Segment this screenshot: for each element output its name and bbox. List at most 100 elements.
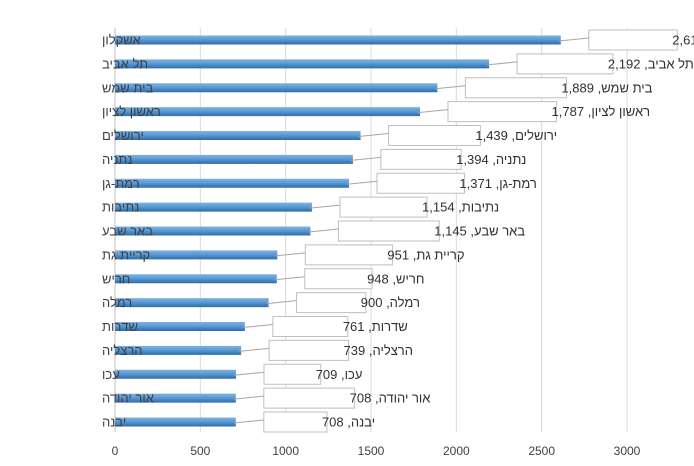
- data-label-text: עכו, 709: [316, 367, 363, 382]
- data-label: רמלה, 900: [266, 292, 420, 314]
- bar: [115, 369, 237, 379]
- bar: [115, 417, 236, 427]
- data-labels: אשקלון, 2,612 תל אביב, 2,192 בית שמש, 1,88…: [233, 29, 694, 433]
- leader-line: [309, 204, 340, 209]
- leader-line: [558, 37, 589, 42]
- data-label-text: אור יהודה, 708: [350, 391, 431, 406]
- category-label: קריית גת: [102, 247, 150, 262]
- data-label: ראשון לציון, 1,787: [417, 101, 651, 123]
- leader-line: [487, 61, 518, 66]
- x-tick-label: 1500: [358, 444, 385, 458]
- data-label-text: באר שבע, 1,145: [434, 224, 525, 239]
- bar: [115, 83, 438, 93]
- data-label: חריש, 948: [274, 268, 424, 290]
- data-label: עכו, 709: [233, 363, 363, 385]
- data-label-text: חריש, 948: [367, 271, 424, 286]
- category-label: בית שמש: [102, 80, 153, 95]
- leader-line: [233, 371, 265, 376]
- data-label: רמת-גן, 1,371: [346, 172, 537, 194]
- leader-line: [417, 109, 449, 114]
- leader-line: [350, 156, 381, 161]
- leader-line: [274, 276, 305, 281]
- bar: [115, 322, 245, 331]
- bar: [115, 59, 490, 69]
- category-label: נתיבות: [102, 200, 139, 215]
- leader-line: [233, 419, 264, 424]
- x-tick-label: 0: [112, 444, 119, 458]
- data-label-box: [588, 29, 678, 51]
- category-label: רמלה: [102, 295, 132, 310]
- data-label-box: [304, 244, 393, 266]
- x-tick-label: 2500: [528, 444, 555, 458]
- x-tick-label: 2000: [443, 444, 470, 458]
- data-label: בית שמש, 1,889: [435, 77, 653, 99]
- data-label-box: [272, 316, 349, 337]
- data-label-box: [263, 363, 322, 385]
- data-label-text: קריית גת, 951: [387, 247, 464, 262]
- data-label-box: [296, 292, 367, 314]
- data-label: שדרות, 761: [242, 316, 408, 337]
- data-label: באר שבע, 1,145: [308, 220, 525, 242]
- data-label-box: [339, 196, 428, 218]
- category-label: רמת-גן: [102, 176, 140, 191]
- data-label-text: יבנה, 708: [322, 415, 375, 430]
- leader-line: [308, 228, 339, 233]
- bar: [115, 35, 561, 45]
- data-label-text: ירושלים, 1,439: [475, 128, 557, 143]
- category-labels: אשקלון תל אביב בית שמש ראשון לציון ירושלים נת…: [102, 33, 161, 430]
- bar: [115, 202, 312, 212]
- category-label: יבנה: [102, 415, 126, 430]
- data-label: נתיבות, 1,154: [309, 196, 499, 218]
- data-label-box: [268, 339, 350, 361]
- data-label: אשקלון, 2,612: [558, 29, 694, 51]
- category-label: תל אביב: [102, 56, 148, 71]
- data-label: יבנה, 708: [233, 411, 375, 433]
- category-label: ראשון לציון: [102, 104, 161, 119]
- data-label: הרצליה, 739: [239, 339, 413, 361]
- bar: [115, 154, 353, 164]
- category-label: אשקלון: [102, 33, 141, 48]
- data-label-text: נתניה, 1,394: [456, 152, 526, 167]
- data-label-box: [447, 101, 558, 123]
- bar: [115, 178, 349, 188]
- data-label-box: [337, 220, 440, 242]
- data-label: תל אביב, 2,192: [487, 53, 694, 75]
- category-label: עכו: [102, 367, 120, 382]
- category-label: נתניה: [102, 152, 132, 167]
- category-label: ירושלים: [102, 128, 144, 143]
- data-label-box: [464, 77, 567, 99]
- data-label: קריית גת, 951: [275, 244, 465, 266]
- data-label-box: [376, 172, 465, 194]
- data-label-text: תל אביב, 2,192: [608, 56, 694, 71]
- leader-line: [239, 347, 270, 352]
- x-tick-label: 3000: [614, 444, 641, 458]
- x-axis-tick-labels: 0 500 1000 1500 2000 2500 3000: [112, 444, 641, 458]
- bars: [115, 35, 561, 427]
- bar: [115, 393, 236, 403]
- bar: [115, 250, 278, 260]
- data-label-text: הרצליה, 739: [344, 343, 413, 358]
- leader-line: [358, 133, 389, 137]
- x-tick-label: 500: [190, 444, 210, 458]
- x-tick-label: 1000: [272, 444, 299, 458]
- bar: [115, 131, 361, 140]
- category-label: באר שבע: [102, 224, 153, 239]
- data-label-box: [304, 268, 373, 290]
- data-label-box: [263, 387, 356, 409]
- bar: [115, 226, 311, 236]
- bar: [115, 107, 420, 117]
- data-label: ירושלים, 1,439: [358, 125, 557, 146]
- data-label-text: אשקלון, 2,612: [672, 33, 694, 48]
- leader-line: [242, 324, 273, 328]
- leader-line: [275, 252, 306, 257]
- data-label-text: ראשון לציון, 1,787: [552, 104, 651, 119]
- leader-line: [435, 85, 466, 90]
- leader-line: [233, 395, 264, 400]
- leader-line: [266, 300, 297, 305]
- category-label: חריש: [102, 271, 130, 286]
- bar: [115, 274, 277, 284]
- data-label-box: [388, 125, 481, 146]
- data-label-box: [380, 148, 462, 170]
- bar: [115, 345, 242, 355]
